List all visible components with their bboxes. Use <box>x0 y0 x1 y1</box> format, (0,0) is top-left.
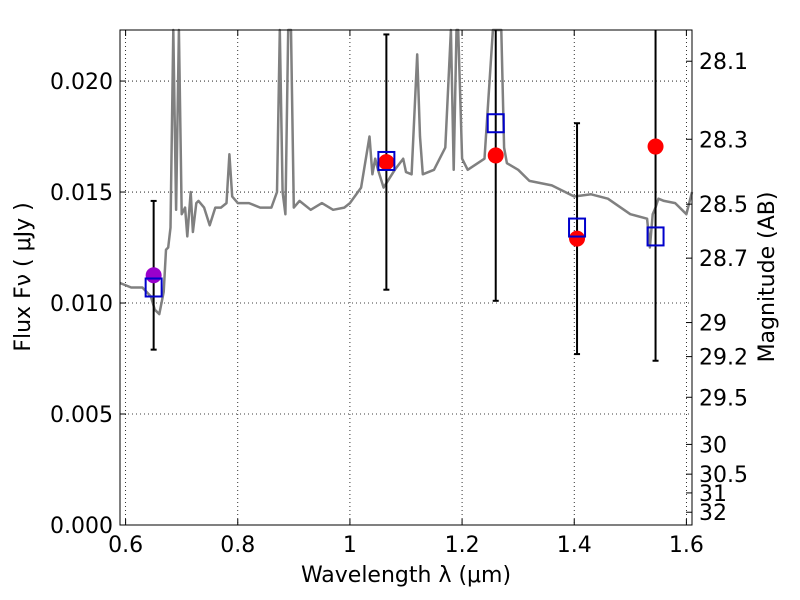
y2-tick-label: 28.5 <box>699 193 748 218</box>
model-photometry-series <box>144 113 665 298</box>
plot-frame <box>119 29 693 526</box>
x-tick-label: 0.8 <box>220 533 255 558</box>
observed-point <box>569 230 586 247</box>
y2-tick-label: 30 <box>699 433 727 458</box>
x-tick-label: 1.4 <box>557 533 592 558</box>
observed-series <box>145 30 664 362</box>
y2-tick-label: 29.5 <box>699 386 748 411</box>
y2-tick-label: 31 <box>699 482 727 507</box>
y2-tick-label: 29.2 <box>699 346 748 371</box>
y-tick-label: 0.000 <box>50 514 113 539</box>
model-square <box>568 217 587 238</box>
model-square <box>646 226 665 247</box>
y-tick-label: 0.005 <box>50 403 113 428</box>
y2-tick-label: 28.3 <box>699 128 748 153</box>
y-axis-label: Flux Fν ( μJy ) <box>11 202 36 351</box>
model-square <box>486 113 505 134</box>
x-axis-label: Wavelength λ (μm) <box>301 563 511 588</box>
x-tick-label: 1.6 <box>669 533 704 558</box>
axis-ticks: 0.6 0.8 1 1.2 1.4 1.6 0.000 0.005 0.010 0.015 0.02… <box>50 30 748 558</box>
y2-tick-label: 30.5 <box>699 463 748 488</box>
y2-tick-label: 28.7 <box>699 247 748 272</box>
y-tick-label: 0.015 <box>50 181 113 206</box>
y2-tick-label: 32 <box>699 501 727 526</box>
spectrum-series <box>119 28 694 316</box>
spectrum-line <box>119 28 694 316</box>
model-square <box>144 277 163 298</box>
observed-point <box>647 138 664 155</box>
observed-point <box>487 147 504 164</box>
y2-tick-label: 29 <box>699 312 727 337</box>
x-tick-label: 1 <box>343 533 357 558</box>
x-tick-label: 0.6 <box>108 533 143 558</box>
observed-point <box>378 154 395 171</box>
model-square <box>377 150 396 171</box>
y-tick-label: 0.010 <box>50 292 113 317</box>
observed-point <box>145 267 162 284</box>
y-tick-label: 0.020 <box>50 70 113 95</box>
grid <box>120 30 692 526</box>
x-tick-label: 1.2 <box>445 533 480 558</box>
y2-tick-label: 28.1 <box>699 50 748 75</box>
right-axis-label: Magnitude (AB) <box>755 192 780 363</box>
